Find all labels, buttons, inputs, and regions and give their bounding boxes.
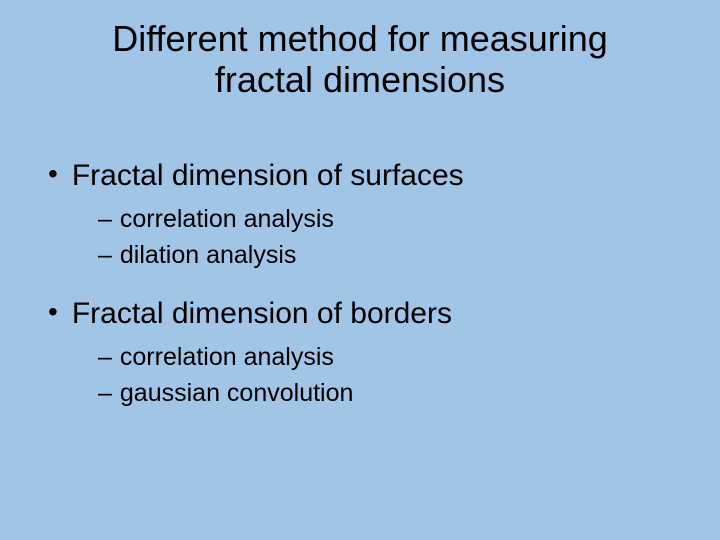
bullet-marker: • <box>48 294 58 330</box>
sub-item: – gaussian convolution <box>98 377 680 411</box>
sub-list: – correlation analysis – dilation analys… <box>48 203 680 273</box>
bullet-text: Fractal dimension of surfaces <box>72 156 464 195</box>
slide-container: Different method for measuring fractal d… <box>0 0 720 540</box>
bullet-text: Fractal dimension of borders <box>72 294 452 333</box>
sub-text: dilation analysis <box>120 239 297 273</box>
dash-marker: – <box>98 203 112 237</box>
bullet-item: • Fractal dimension of surfaces <box>48 156 680 195</box>
bullet-item: • Fractal dimension of borders <box>48 294 680 333</box>
sub-text: correlation analysis <box>120 203 334 237</box>
sub-item: – dilation analysis <box>98 239 680 273</box>
dash-marker: – <box>98 377 112 411</box>
slide-title: Different method for measuring fractal d… <box>40 18 680 101</box>
sub-text: correlation analysis <box>120 341 334 375</box>
sub-item: – correlation analysis <box>98 203 680 237</box>
sub-item: – correlation analysis <box>98 341 680 375</box>
slide-content: • Fractal dimension of surfaces – correl… <box>40 156 680 411</box>
bullet-marker: • <box>48 156 58 192</box>
dash-marker: – <box>98 239 112 273</box>
sub-list: – correlation analysis – gaussian convol… <box>48 341 680 411</box>
dash-marker: – <box>98 341 112 375</box>
sub-text: gaussian convolution <box>120 377 354 411</box>
